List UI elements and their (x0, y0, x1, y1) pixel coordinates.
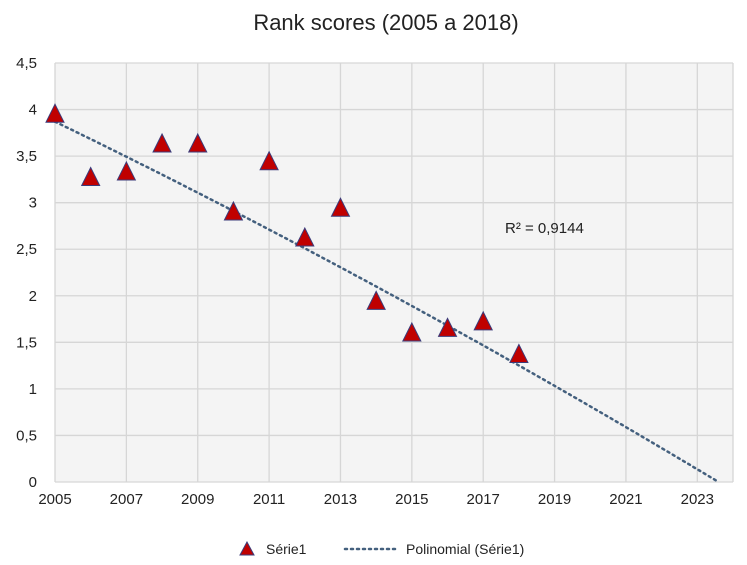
y-tick-label: 3 (29, 195, 37, 212)
data-point-triangle (366, 290, 386, 310)
y-tick-label: 2 (29, 288, 37, 305)
legend-label-serie1: Série1 (266, 541, 307, 557)
y-tick-label: 1,5 (16, 334, 37, 351)
data-point-triangle (473, 310, 494, 331)
x-tick-label: 2009 (181, 491, 214, 508)
x-tick-label: 2005 (38, 491, 71, 508)
y-tick-label: 4 (29, 102, 37, 119)
data-point-triangle (509, 343, 529, 363)
x-tick-label: 2015 (395, 491, 428, 508)
y-tick-label: 4,5 (16, 55, 37, 72)
r-squared-annotation: R² = 0,9144 (505, 220, 584, 237)
x-axis-ticks: 2005 2007 2009 2011 2013 2015 2017 2019 2021 2023 (38, 491, 714, 508)
data-points (45, 103, 529, 363)
legend-label-trendline: Polinomial (Série1) (406, 541, 524, 557)
x-tick-label: 2021 (609, 491, 642, 508)
legend: Série1 Polinomial (Série1) (239, 540, 524, 557)
data-point-triangle (152, 132, 172, 153)
y-tick-label: 1 (29, 381, 37, 398)
y-tick-label: 2,5 (16, 241, 37, 258)
data-point-triangle (116, 160, 137, 181)
chart-title: Rank scores (2005 a 2018) (253, 10, 518, 35)
x-tick-label: 2013 (324, 491, 357, 508)
plot-area (55, 63, 733, 482)
x-tick-label: 2017 (467, 491, 500, 508)
data-point-triangle (45, 103, 65, 123)
y-tick-label: 0,5 (16, 427, 37, 444)
data-point-triangle (259, 150, 279, 171)
data-point-triangle (437, 317, 458, 337)
data-point-triangle (187, 132, 208, 153)
y-tick-label: 3,5 (16, 148, 37, 165)
x-tick-label: 2011 (253, 491, 285, 508)
y-tick-label: 0 (29, 474, 37, 491)
legend-marker-serie1 (239, 540, 255, 556)
data-point-triangle (223, 200, 244, 221)
data-point-triangle (330, 197, 351, 217)
data-point-triangle (402, 321, 422, 342)
y-axis-ticks: 0 0,5 1 1,5 2 2,5 3 3,5 4 4,5 (16, 55, 37, 491)
data-point-triangle (80, 166, 101, 187)
x-tick-label: 2019 (538, 491, 571, 508)
trendline (53, 120, 720, 484)
data-point-triangle (294, 226, 315, 247)
x-tick-label: 2023 (681, 491, 714, 508)
x-tick-label: 2007 (110, 491, 143, 508)
